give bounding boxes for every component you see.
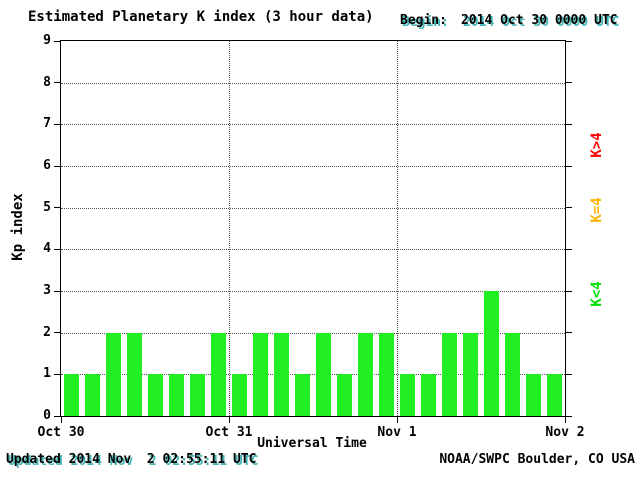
y-tick-left <box>54 40 61 42</box>
y-tick-left <box>54 415 61 417</box>
y-tick-label: 9 <box>43 33 51 48</box>
y-tick-label: 2 <box>43 324 51 340</box>
kp-bar <box>295 374 310 416</box>
updated-timestamp: Updated 2014 Nov 2 02:55:11 UTC <box>6 452 257 467</box>
kp-bar <box>400 374 415 416</box>
kp-bar <box>442 332 457 416</box>
x-tick <box>60 416 62 423</box>
x-tick-label: Oct 31 <box>205 425 253 440</box>
y-tick-right <box>565 165 572 167</box>
y-tick-right <box>565 207 572 209</box>
y-tick-left <box>54 165 61 167</box>
y-tick-label: 7 <box>43 116 51 132</box>
kp-bar <box>253 332 268 416</box>
kp-bar <box>547 374 562 416</box>
y-tick-label: 1 <box>43 366 51 382</box>
kp-bar <box>211 332 226 416</box>
kp-bar <box>190 374 205 416</box>
gridline-horizontal <box>61 82 565 84</box>
kp-bar <box>505 332 520 416</box>
y-tick-label: 0 <box>43 408 51 423</box>
y-tick-right <box>565 82 572 84</box>
kp-bar <box>169 374 184 416</box>
kp-bar <box>316 332 331 416</box>
x-tick-label: Oct 30 <box>37 425 85 440</box>
y-tick-label: 6 <box>43 158 51 173</box>
y-tick-left <box>54 123 61 125</box>
kp-bar <box>463 332 478 416</box>
y-tick-label: 8 <box>43 74 51 90</box>
credit-text: NOAA/SWPC Boulder, CO USA <box>439 452 635 467</box>
y-tick-left <box>54 332 61 334</box>
legend-item: K>4 <box>589 132 605 158</box>
gridline-horizontal <box>61 166 565 167</box>
kp-bar <box>232 374 247 416</box>
legend-item: K<4 <box>589 281 605 307</box>
x-tick-label: Nov 2 <box>545 425 585 440</box>
kp-bar <box>421 374 436 416</box>
chart-title: Estimated Planetary K index (3 hour data… <box>28 9 374 25</box>
y-tick-label: 5 <box>43 199 51 215</box>
kp-bar <box>526 374 541 416</box>
y-tick-left <box>54 248 61 250</box>
y-tick-left <box>54 82 61 84</box>
kp-bar <box>274 332 289 416</box>
begin-label: Begin: <box>400 13 447 28</box>
x-tick-label: Nov 1 <box>377 425 417 440</box>
x-axis-title: Universal Time <box>257 436 367 451</box>
y-tick-label: 4 <box>43 241 51 257</box>
gridline-horizontal <box>61 249 565 251</box>
y-tick-right <box>565 123 572 125</box>
begin-value: 2014 Oct 30 0000 UTC <box>460 13 618 28</box>
x-tick <box>228 416 230 423</box>
y-tick-left <box>54 373 61 375</box>
y-tick-right <box>565 40 572 42</box>
gridline-horizontal <box>61 374 565 376</box>
kp-bar <box>484 291 499 416</box>
kp-bar <box>106 332 121 416</box>
kp-bar <box>148 374 163 416</box>
plot-area: 0 1 2 3 4 5 6 7 8 9 Oct 30 Oct 31 Nov 1 Nov 2 <box>38 34 585 440</box>
x-tick <box>564 416 566 423</box>
gridline-horizontal <box>61 207 565 209</box>
x-tick <box>396 416 398 423</box>
gridline-vertical <box>397 41 398 416</box>
y-tick-right <box>565 415 572 417</box>
y-tick-right <box>565 373 572 375</box>
y-tick-right <box>565 332 572 334</box>
kp-bar <box>85 374 100 416</box>
kp-bar <box>64 374 79 416</box>
kp-bar <box>337 374 352 416</box>
kp-bar <box>358 332 373 416</box>
y-tick-right <box>565 290 572 292</box>
begin-timestamp: Begin: 2014 Oct 30 0000 UTC <box>400 13 618 28</box>
y-tick-left <box>54 207 61 209</box>
legend-item: K=4 <box>589 197 605 223</box>
kp-bar <box>379 332 394 416</box>
gridline-vertical <box>229 41 230 416</box>
gridline-horizontal <box>61 124 565 126</box>
gridline-horizontal <box>61 332 565 334</box>
y-axis-title: Kp index <box>10 193 26 261</box>
kp-bar <box>127 332 142 416</box>
y-tick-right <box>565 248 572 250</box>
gridline-horizontal <box>61 291 565 292</box>
y-tick-label: 3 <box>43 283 51 298</box>
y-tick-left <box>54 290 61 292</box>
